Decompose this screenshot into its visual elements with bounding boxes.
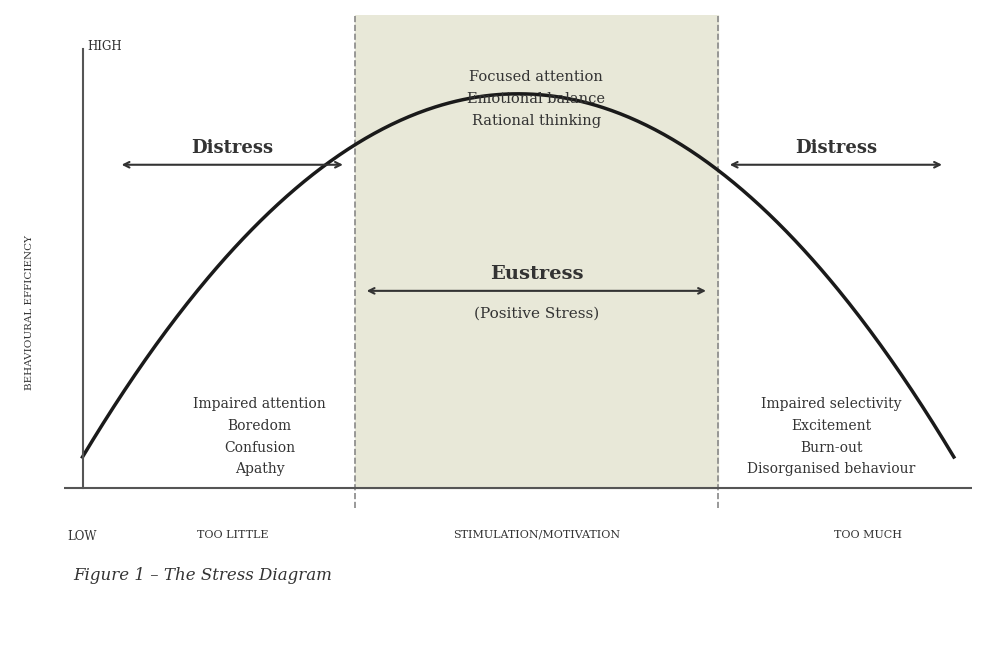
- Text: Impaired selectivity
Excitement
Burn-out
Disorganised behaviour: Impaired selectivity Excitement Burn-out…: [746, 397, 915, 477]
- Text: LOW: LOW: [68, 530, 98, 542]
- Text: HIGH: HIGH: [87, 40, 121, 53]
- Bar: [354, 15, 717, 488]
- Text: Figure 1 – The Stress Diagram: Figure 1 – The Stress Diagram: [73, 567, 332, 584]
- Text: STIMULATION/MOTIVATION: STIMULATION/MOTIVATION: [453, 530, 619, 540]
- Text: (Positive Stress): (Positive Stress): [473, 306, 599, 321]
- Text: Distress: Distress: [794, 139, 876, 157]
- Text: TOO LITTLE: TOO LITTLE: [196, 530, 268, 540]
- Text: Distress: Distress: [191, 139, 273, 157]
- Text: Eustress: Eustress: [489, 265, 583, 283]
- Text: BEHAVIOURAL EFFICIENCY: BEHAVIOURAL EFFICIENCY: [25, 235, 35, 391]
- Text: TOO MUCH: TOO MUCH: [833, 530, 900, 540]
- Text: Impaired attention
Boredom
Confusion
Apathy: Impaired attention Boredom Confusion Apa…: [193, 397, 325, 477]
- Text: Focused attention
Emotional balance
Rational thinking: Focused attention Emotional balance Rati…: [466, 70, 604, 128]
